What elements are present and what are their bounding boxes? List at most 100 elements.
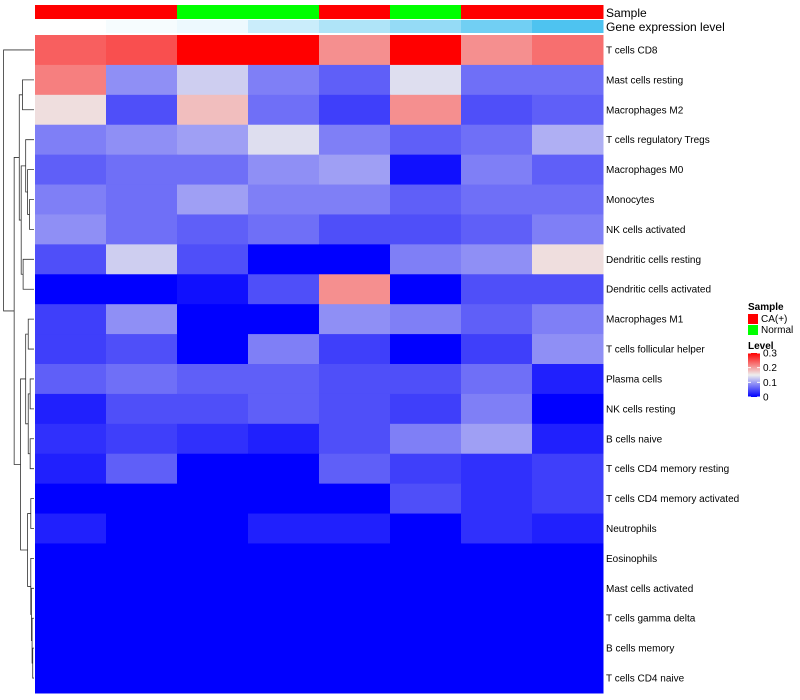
heatmap-cell xyxy=(177,483,249,515)
heatmap-cell xyxy=(248,94,320,126)
heatmap-cell xyxy=(106,274,178,305)
row-label: Dendritic cells activated xyxy=(606,285,711,296)
heatmap-cell xyxy=(106,543,178,574)
legend-entry-label: CA(+) xyxy=(761,314,787,325)
heatmap-cell xyxy=(106,184,178,215)
row-label: Plasma cells xyxy=(606,374,662,385)
heatmap-cell xyxy=(248,334,320,365)
heatmap-cell xyxy=(35,214,107,245)
heatmap-cell xyxy=(461,35,533,66)
dendrogram-branch xyxy=(22,79,34,111)
heatmap-cell xyxy=(177,423,249,455)
heatmap-cell xyxy=(461,483,533,515)
heatmap-cell xyxy=(106,483,178,515)
heatmap-cell xyxy=(248,304,320,335)
heatmap-cell xyxy=(35,364,107,395)
annotation-cell xyxy=(35,5,107,19)
heatmap-cell xyxy=(532,633,604,664)
row-label: Macrophages M2 xyxy=(606,105,684,116)
annotation-cell xyxy=(248,20,320,33)
heatmap-cell xyxy=(461,214,533,245)
dendrogram-branch xyxy=(20,165,26,275)
heatmap-cell xyxy=(390,244,462,275)
heatmap-cell xyxy=(532,35,604,66)
row-label: Neutrophils xyxy=(606,524,657,535)
heatmap-cell xyxy=(461,334,533,365)
heatmap-cell xyxy=(35,513,107,544)
heatmap-cell xyxy=(35,453,107,485)
heatmap-cell xyxy=(532,64,604,96)
heatmap-cell xyxy=(248,633,320,664)
heatmap-cell xyxy=(532,543,604,574)
heatmap-cell xyxy=(319,603,391,634)
heatmap-cell xyxy=(248,154,320,186)
heatmap-cell xyxy=(532,453,604,485)
row-label: T cells CD4 memory resting xyxy=(606,464,729,475)
heatmap-cell xyxy=(461,513,533,544)
heatmap-cell xyxy=(461,94,533,126)
heatmap-cell xyxy=(177,393,249,425)
heatmap-cell xyxy=(35,154,107,186)
dendrogram-branch xyxy=(29,199,34,230)
row-label: NK cells activated xyxy=(606,225,685,236)
legend-swatch xyxy=(748,314,758,324)
heatmap-cell xyxy=(35,304,107,335)
row-label: B cells naive xyxy=(606,434,663,445)
heatmap-cell xyxy=(106,423,178,455)
heatmap-cell xyxy=(319,663,391,694)
dendrogram-branch xyxy=(27,318,34,350)
heatmap-cell xyxy=(390,94,462,126)
heatmap-cell xyxy=(319,364,391,395)
heatmap-cell xyxy=(106,393,178,425)
row-label: Monocytes xyxy=(606,195,654,206)
heatmap-cell xyxy=(532,274,604,305)
annotation-cell xyxy=(106,20,178,33)
heatmap-cell xyxy=(106,573,178,604)
heatmap-cell xyxy=(248,35,320,66)
row-label: T cells gamma delta xyxy=(606,614,696,625)
heatmap-cell xyxy=(248,423,320,455)
heatmap-cell xyxy=(106,154,178,186)
heatmap-cell xyxy=(461,423,533,455)
row-label: Dendritic cells resting xyxy=(606,255,701,266)
heatmap-cell xyxy=(248,513,320,544)
heatmap-cell xyxy=(319,214,391,245)
heatmap-cell xyxy=(390,663,462,694)
legend-sample-title: Sample xyxy=(748,302,784,313)
heatmap-cell xyxy=(248,543,320,574)
heatmap-cell xyxy=(35,35,107,66)
heatmap-cell xyxy=(35,543,107,574)
row-label: T cells follicular helper xyxy=(606,345,705,356)
annotation-cell xyxy=(177,20,249,33)
heatmap-cell xyxy=(319,94,391,126)
heatmap-cell xyxy=(532,603,604,634)
annotation-cell xyxy=(390,5,462,19)
heatmap-cell xyxy=(35,94,107,126)
heatmap-cell xyxy=(461,244,533,275)
heatmap-cell xyxy=(390,184,462,215)
heatmap-cell xyxy=(106,334,178,365)
dendrogram-branch xyxy=(22,258,34,290)
heatmap-cell xyxy=(248,663,320,694)
row-label: Mast cells activated xyxy=(606,584,693,595)
heatmap-cell xyxy=(319,543,391,574)
heatmap-cell xyxy=(177,543,249,574)
heatmap-cell xyxy=(319,274,391,305)
heatmap-cell xyxy=(461,453,533,485)
heatmap-cell xyxy=(177,334,249,365)
heatmap-cell xyxy=(390,334,462,365)
heatmap-cell xyxy=(35,663,107,694)
heatmap-cell xyxy=(461,304,533,335)
heatmap-cell xyxy=(532,513,604,544)
heatmap-cell xyxy=(106,663,178,694)
heatmap-cell xyxy=(35,483,107,515)
annotation-cell xyxy=(106,5,178,19)
heatmap-cell xyxy=(319,154,391,186)
heatmap-cell xyxy=(177,184,249,215)
heatmap-cell xyxy=(319,453,391,485)
heatmap-cell xyxy=(106,513,178,544)
dendrogram-branch xyxy=(25,139,34,193)
heatmap-cell xyxy=(461,184,533,215)
heatmap-cell xyxy=(106,94,178,126)
